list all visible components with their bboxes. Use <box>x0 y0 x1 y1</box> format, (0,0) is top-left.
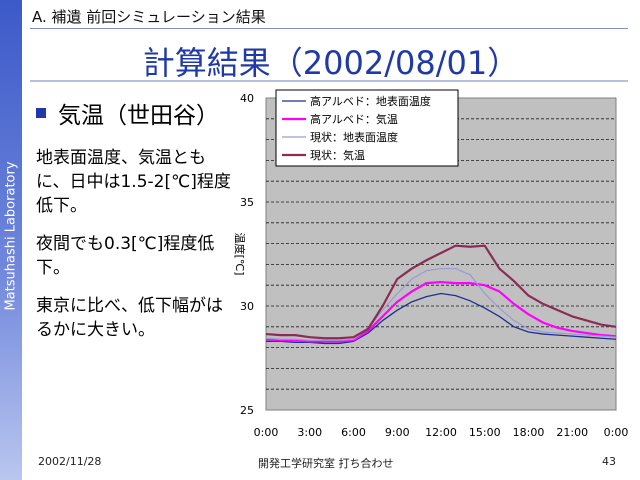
footer-meeting-title: 開発工学研究室 打ち合わせ <box>258 457 394 470</box>
summary-paragraph-2: 夜間でも0.3[℃]程度低下。 <box>36 234 215 278</box>
x-tick-label: 3:00 <box>297 426 322 439</box>
y-tick-label: 40 <box>240 92 254 105</box>
x-tick-label: 18:00 <box>513 426 545 439</box>
legend-label: 高アルベド：気温 <box>310 112 398 126</box>
y-tick-label: 25 <box>240 404 254 417</box>
y-tick-label: 30 <box>240 300 254 313</box>
series-line-3 <box>265 267 617 341</box>
sidebar-band: Matsuhashi Laboratory <box>0 0 22 480</box>
x-tick-label: 0:00 <box>604 426 629 439</box>
page-title: 計算結果（2002/08/01） <box>142 44 520 82</box>
legend-box <box>275 89 459 167</box>
bullet-square-icon <box>36 108 46 118</box>
series-line-2 <box>265 280 617 343</box>
section-header: A. 補遺 前回シミュレーション結果 <box>32 8 266 26</box>
series-line-4 <box>265 244 617 340</box>
title-divider <box>30 80 628 82</box>
y-tick-label: 35 <box>240 196 254 209</box>
legend-label: 高アルベド：地表面温度 <box>310 94 431 108</box>
footer-page-number: 43 <box>602 455 616 468</box>
footer-date: 2002/11/28 <box>38 455 102 468</box>
legend-label: 現状：地表面温度 <box>310 130 398 144</box>
header-divider <box>30 28 628 29</box>
x-tick-label: 12:00 <box>425 426 457 439</box>
x-tick-label: 21:00 <box>556 426 588 439</box>
x-tick-label: 9:00 <box>385 426 410 439</box>
series-line-1 <box>266 292 617 345</box>
bullet-heading: 気温（世田谷） <box>58 103 219 129</box>
x-tick-label: 15:00 <box>469 426 501 439</box>
legend-label: 現状：気温 <box>310 148 365 162</box>
y-axis-label: 温度[℃] <box>233 233 247 276</box>
summary-paragraph-3: 東京に比べ、低下幅がはるかに大きい。 <box>36 296 223 340</box>
summary-paragraph-1: 地表面温度、気温ともに、日中は1.5-2[℃]程度低下。 <box>36 148 231 216</box>
x-tick-label: 0:00 <box>254 426 279 439</box>
x-tick-label: 6:00 <box>341 426 366 439</box>
